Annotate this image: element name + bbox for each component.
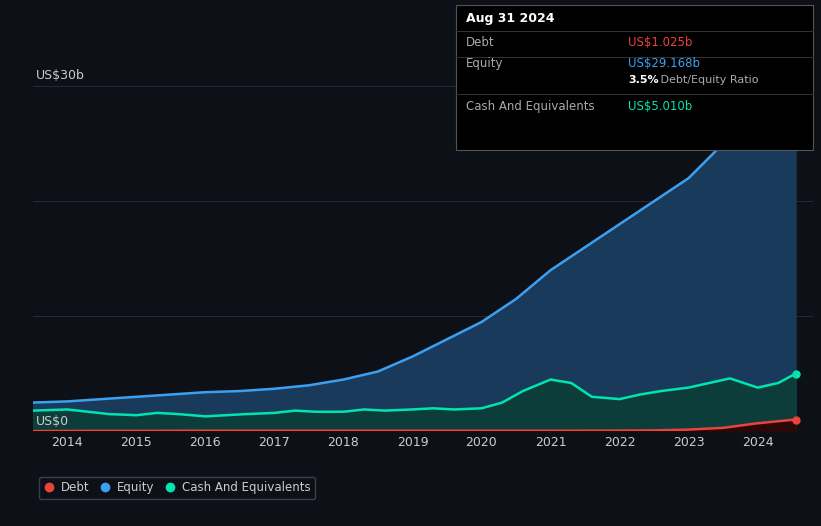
Text: US$30b: US$30b — [36, 68, 85, 82]
Text: 3.5%: 3.5% — [628, 75, 658, 85]
Text: US$5.010b: US$5.010b — [628, 100, 692, 114]
Text: Debt: Debt — [466, 36, 494, 49]
Text: US$0: US$0 — [36, 415, 70, 428]
Text: US$1.025b: US$1.025b — [628, 36, 692, 49]
Text: Cash And Equivalents: Cash And Equivalents — [466, 100, 594, 114]
Text: Equity: Equity — [466, 57, 503, 70]
Legend: Debt, Equity, Cash And Equivalents: Debt, Equity, Cash And Equivalents — [39, 477, 315, 499]
Text: US$29.168b: US$29.168b — [628, 57, 700, 70]
Text: Debt/Equity Ratio: Debt/Equity Ratio — [657, 75, 759, 85]
Text: Aug 31 2024: Aug 31 2024 — [466, 12, 554, 25]
